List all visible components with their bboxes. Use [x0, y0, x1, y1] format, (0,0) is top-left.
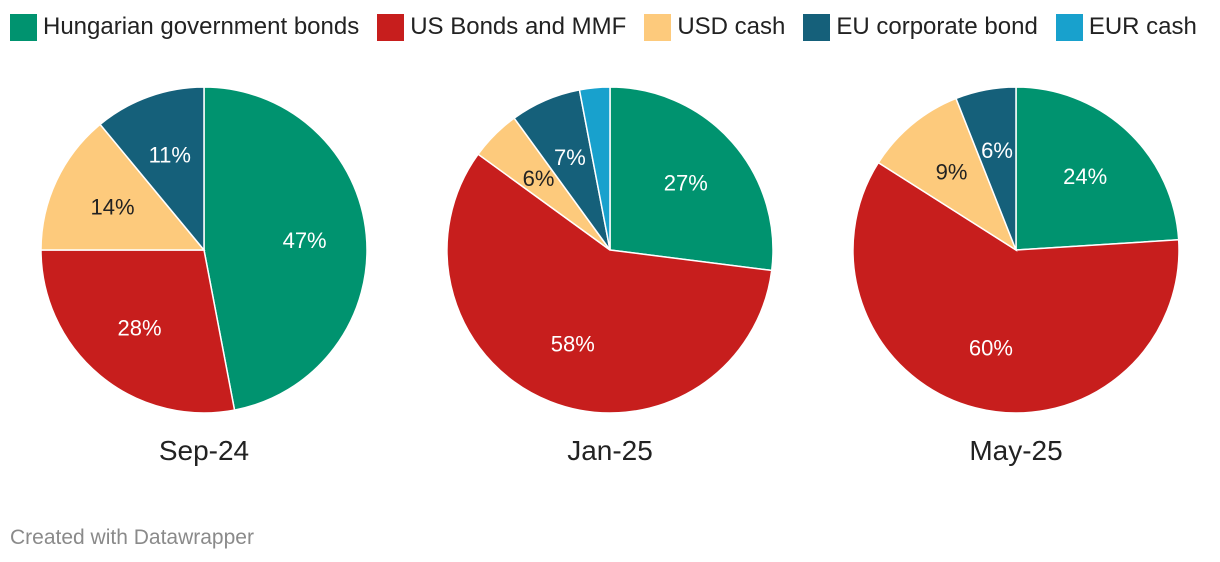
pie-slice-label: 60% [969, 335, 1013, 360]
legend-item-eur-cash: EUR cash [1055, 13, 1197, 41]
pie-slice-label: 24% [1063, 164, 1107, 189]
pie-slice-label: 28% [118, 315, 162, 340]
pie-slice-us-bonds-and-mmf [852, 161, 1180, 414]
pie-slice-label: 58% [551, 331, 595, 356]
pie-chart-jan-25: 27% 58% 6%7% Jan-25 [446, 86, 774, 466]
pie-slice-hungarian-government-bonds [1015, 86, 1180, 251]
legend-label: Hungarian government bonds [43, 13, 360, 40]
pie-slice-label: 6% [523, 166, 555, 191]
pie-title: May-25 [969, 435, 1062, 466]
pie-slice-label: 6% [981, 138, 1013, 163]
legend-label: EU corporate bond [836, 13, 1038, 40]
pie-chart-sep-24: 47% 28% 14% 11% Sep-24 [40, 86, 368, 466]
legend-label: US Bonds and MMF [410, 13, 627, 40]
pie-slice-label: 27% [664, 171, 708, 196]
pie-slice-label: 7% [554, 145, 586, 170]
legend-swatch [377, 13, 405, 41]
pie-slice-eur-cash [578, 86, 611, 251]
legend-item-eu-corporate-bond: EU corporate bond [803, 13, 1038, 41]
legend: Hungarian government bonds US Bonds and … [10, 11, 1197, 43]
legend-item-usd-cash: USD cash [644, 13, 786, 41]
legend-label: USD cash [677, 13, 786, 40]
pie-slice-usd-cash [877, 97, 1018, 252]
pie-slice-label: 9% [936, 160, 968, 185]
pie-slice-hungarian-government-bonds [609, 86, 774, 272]
pie-slice-eu-corporate-bond [99, 86, 205, 253]
pie-charts: 47%28%14%11%Sep-2427%58%6%7%Jan-2524%60%… [40, 86, 1180, 466]
legend-label: EUR cash [1088, 13, 1197, 40]
legend-swatch [803, 13, 831, 41]
legend-item-us-bonds-and-mmf: US Bonds and MMF [377, 13, 627, 41]
pie-slice-hungarian-government-bonds [203, 86, 368, 411]
pie-slice-us-bonds-and-mmf [446, 153, 773, 414]
pie-slice-usd-cash [40, 123, 206, 251]
pie-title: Jan-25 [567, 435, 653, 466]
pie-slice-us-bonds-and-mmf [40, 249, 236, 414]
legend-item-hungarian-government-bonds: Hungarian government bonds [10, 13, 360, 41]
pie-slice-eu-corporate-bond [955, 86, 1017, 251]
pie-chart-may-25: 24% 60% 9% 6% May-25 [852, 86, 1180, 466]
footer-credit: Created with Datawrapper [10, 526, 254, 549]
pie-slice-label: 11% [149, 142, 191, 167]
pie-title: Sep-24 [159, 435, 249, 466]
legend-swatch [1055, 13, 1083, 41]
legend-swatch [644, 13, 672, 41]
pie-slice-label: 14% [91, 194, 135, 219]
pie-slice-label: 47% [283, 228, 327, 253]
legend-swatch [10, 13, 37, 41]
